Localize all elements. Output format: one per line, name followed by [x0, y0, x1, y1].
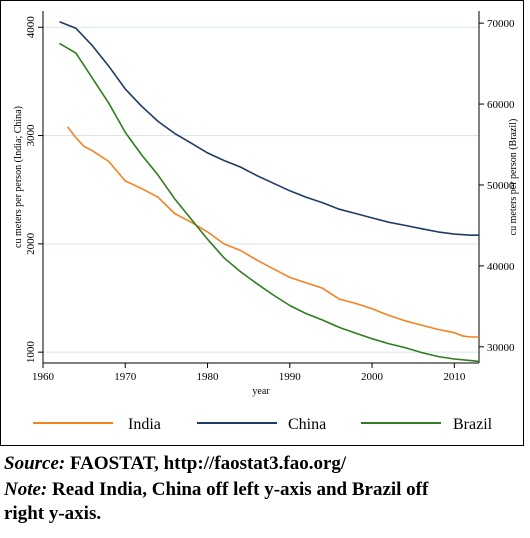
left-y-tick-label: 2000: [25, 232, 37, 255]
x-tick-label: 2010: [443, 371, 466, 383]
legend-label-china: China: [288, 416, 326, 433]
note-text-line-1: Read India, China off left y-axis and Br…: [47, 479, 429, 500]
right-y-tick-label: 50000: [487, 180, 515, 192]
x-tick-label: 2000: [361, 371, 384, 383]
left-y-tick-label: 1000: [25, 341, 37, 364]
series-line-india: [67, 126, 479, 338]
legend: India China Brazil: [33, 416, 493, 433]
x-tick-label: 1990: [279, 371, 302, 383]
x-tick-label: 1980: [197, 371, 220, 383]
left-y-axis-label: cu meters per person (India; China): [13, 106, 24, 248]
note-caption-line-2: right y-axis.: [4, 502, 101, 526]
axes: 1960 1970 1980 1990 2000 2010 year 1000 2000 3000…: [13, 11, 519, 397]
note-text-line-2: right y-axis.: [4, 503, 102, 524]
x-tick-label: 1970: [114, 371, 137, 383]
right-y-axis-label: cu meters per person (Brazil): [508, 119, 519, 236]
right-y-tick-label: 70000: [487, 18, 515, 30]
series-lines: [59, 21, 480, 363]
left-y-tick-label: 4000: [25, 16, 37, 39]
line-chart: 1960 1970 1980 1990 2000 2010 year 1000 2000 3000…: [13, 11, 519, 433]
legend-label-india: India: [128, 416, 161, 433]
note-label: Note:: [4, 479, 48, 500]
grid-lines: [43, 26, 479, 353]
source-label: Source:: [4, 453, 66, 474]
x-axis-label: year: [252, 386, 270, 397]
x-tick-label: 1960: [32, 371, 55, 383]
legend-label-brazil: Brazil: [453, 416, 493, 433]
series-line-brazil: [59, 42, 480, 363]
right-y-tick-label: 60000: [487, 99, 515, 111]
right-y-tick-label: 30000: [487, 342, 515, 354]
left-y-tick-label: 3000: [25, 124, 37, 147]
chart-frame: 1960 1970 1980 1990 2000 2010 year 1000 2000 3000…: [0, 0, 524, 446]
source-text: FAOSTAT, http://faostat3.fao.org/: [65, 453, 347, 474]
note-caption: Note: Read India, China off left y-axis …: [4, 478, 428, 502]
right-y-tick-label: 40000: [487, 261, 515, 273]
series-line-china: [59, 21, 479, 236]
source-caption: Source: FAOSTAT, http://faostat3.fao.org…: [4, 452, 346, 476]
